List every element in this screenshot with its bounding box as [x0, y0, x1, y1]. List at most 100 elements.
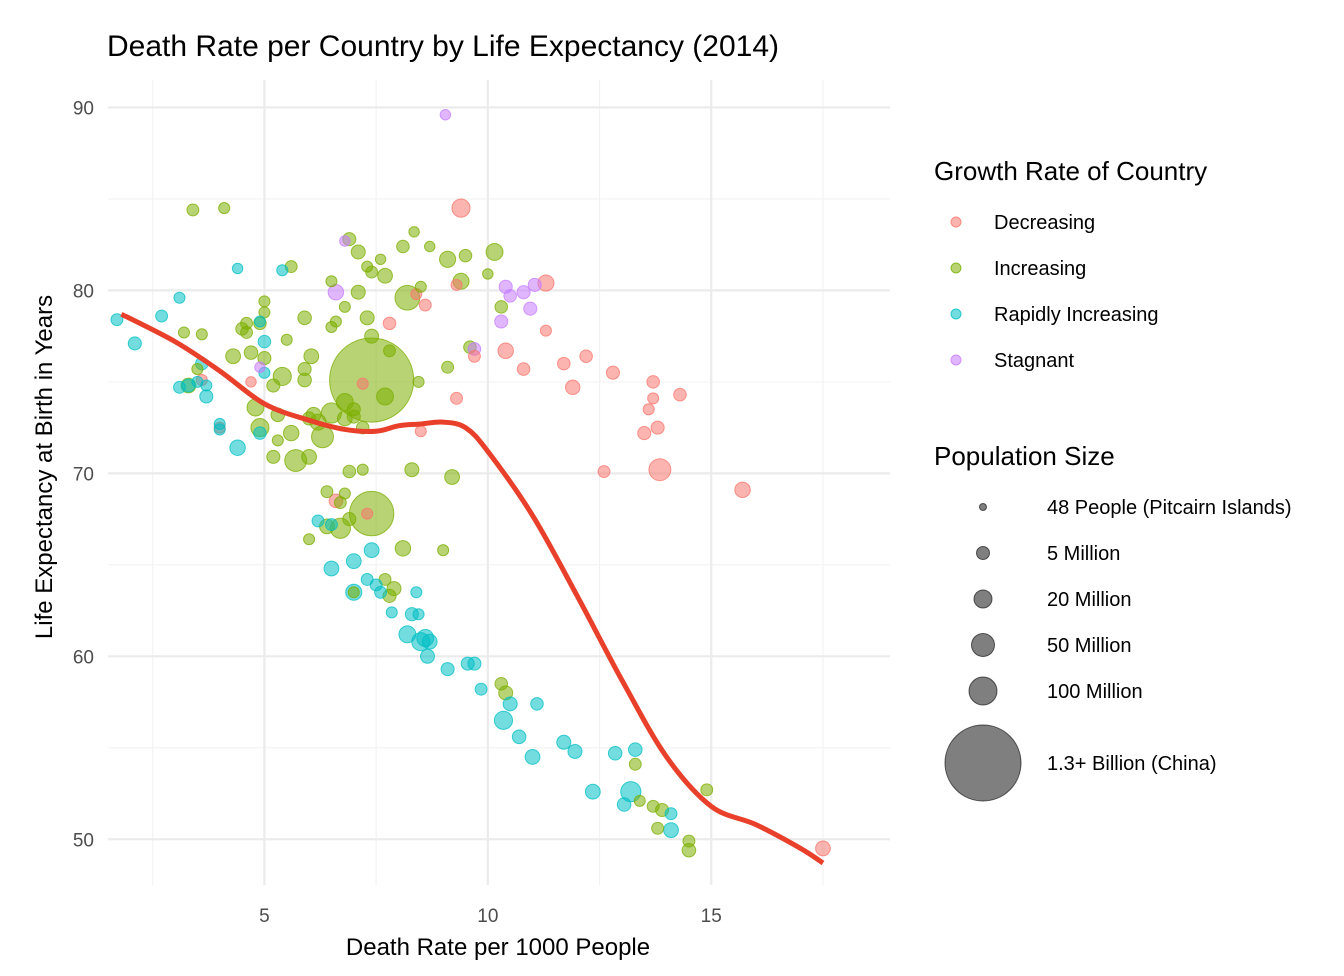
data-point-increasing: [628, 757, 642, 771]
data-point-increasing: [320, 485, 334, 499]
data-point-increasing: [356, 463, 369, 476]
data-point-increasing: [482, 268, 494, 280]
trend-line: [120, 311, 825, 866]
y-tick-label: 70: [73, 464, 94, 485]
data-point-stagnant: [523, 301, 538, 316]
data-point-rapidly-increasing: [467, 656, 482, 671]
legend-key-rapidly-increasing: [950, 308, 962, 320]
data-point-decreasing: [605, 365, 620, 380]
data-point-rapidly-increasing: [511, 729, 527, 745]
data-point-increasing: [700, 783, 714, 797]
data-point-decreasing: [497, 342, 514, 359]
data-point-increasing: [266, 449, 281, 464]
data-point-rapidly-increasing: [556, 734, 572, 750]
size-legend-label: 20 Million: [1047, 589, 1131, 611]
data-point-rapidly-increasing: [616, 797, 632, 812]
size-legend-key: [968, 676, 998, 706]
data-point-rapidly-increasing: [410, 586, 423, 599]
data-point-increasing: [303, 533, 316, 546]
data-point-stagnant: [527, 277, 542, 292]
data-point-rapidly-increasing: [420, 648, 436, 664]
legend-label: Rapidly Increasing: [994, 304, 1159, 326]
data-point-increasing: [282, 424, 300, 442]
size-legend-label: 100 Million: [1047, 681, 1143, 703]
data-point-increasing: [408, 226, 420, 238]
data-point-rapidly-increasing: [385, 606, 398, 619]
y-axis-title: Life Expectancy at Birth in Years: [31, 295, 58, 639]
size-legend-key: [976, 546, 990, 560]
data-point-decreasing: [418, 298, 432, 312]
grid: [108, 80, 890, 885]
legend-key-stagnant: [950, 354, 962, 366]
data-point-rapidly-increasing: [231, 262, 244, 275]
size-legend-label: 5 Million: [1047, 543, 1120, 565]
data-point-rapidly-increasing: [110, 313, 124, 327]
data-point-increasing: [414, 280, 427, 293]
data-point-stagnant: [439, 109, 452, 121]
data-point-rapidly-increasing: [584, 783, 601, 800]
data-point-increasing: [195, 328, 208, 341]
size-legend-label: 1.3+ Billion (China): [1047, 753, 1217, 775]
data-point-increasing: [485, 243, 504, 261]
data-point-increasing: [225, 348, 242, 365]
data-point-increasing: [280, 333, 293, 346]
data-point-increasing: [329, 315, 342, 328]
size-legend-key: [973, 589, 993, 609]
data-point-increasing: [377, 267, 393, 284]
data-point-increasing: [243, 345, 259, 360]
grid-major-lines: [108, 80, 890, 885]
data-point-decreasing: [646, 375, 660, 389]
size-legend-key: [944, 724, 1022, 802]
data-point-rapidly-increasing: [502, 696, 518, 712]
data-point-rapidly-increasing: [412, 608, 425, 621]
data-point-increasing: [338, 300, 351, 313]
size-legend-items: 48 People (Pitcairn Islands) 5 Million 20 …: [944, 497, 1292, 802]
data-point-rapidly-increasing: [567, 743, 583, 759]
data-point-rapidly-increasing: [493, 710, 514, 730]
data-point-increasing: [303, 348, 320, 365]
legend-label: Stagnant: [994, 350, 1075, 372]
data-point-increasing: [359, 310, 375, 326]
color-legend: Growth Rate of Country Decreasing Increas…: [934, 156, 1207, 372]
data-point-increasing: [177, 326, 190, 339]
data-point-increasing: [633, 794, 646, 807]
data-point-stagnant: [494, 314, 509, 329]
data-point-decreasing: [382, 316, 397, 331]
data-point-increasing: [682, 834, 696, 848]
data-point-rapidly-increasing: [663, 822, 679, 838]
x-tick-label: 15: [701, 906, 722, 927]
data-point-increasing: [404, 462, 420, 478]
data-point-rapidly-increasing: [664, 807, 678, 821]
y-tick-label: 90: [73, 98, 94, 119]
data-point-rapidly-increasing: [311, 514, 325, 528]
data-point-increasing: [218, 202, 231, 215]
data-point-rapidly-increasing: [530, 697, 544, 711]
data-point-increasing: [441, 360, 455, 374]
data-point-decreasing: [450, 391, 463, 405]
data-point-increasing: [350, 284, 366, 300]
data-point-rapidly-increasing: [253, 315, 266, 328]
data-point-increasing: [342, 512, 357, 527]
data-point-decreasing: [673, 387, 687, 402]
data-point-increasing: [458, 248, 473, 263]
data-point-decreasing: [648, 458, 672, 482]
data-point-increasing: [394, 540, 412, 557]
data-point-rapidly-increasing: [374, 585, 388, 599]
data-point-increasing: [374, 253, 387, 266]
data-point-rapidly-increasing: [440, 662, 455, 677]
data-point-decreasing: [637, 426, 652, 441]
y-tick-label: 60: [73, 647, 94, 668]
data-point-decreasing: [467, 349, 481, 363]
data-point-increasing: [266, 378, 281, 393]
data-point-rapidly-increasing: [345, 553, 362, 570]
data-point-stagnant: [339, 235, 351, 247]
data-point-rapidly-increasing: [229, 439, 246, 456]
data-point-rapidly-increasing: [200, 379, 213, 392]
data-point-increasing: [342, 464, 357, 479]
data-point-rapidly-increasing: [323, 560, 340, 577]
data-point-increasing: [439, 250, 457, 268]
data-point-decreasing: [356, 377, 369, 390]
size-legend-key: [971, 633, 995, 657]
data-point-rapidly-increasing: [324, 518, 338, 532]
grid-minor-lines: [108, 80, 890, 885]
